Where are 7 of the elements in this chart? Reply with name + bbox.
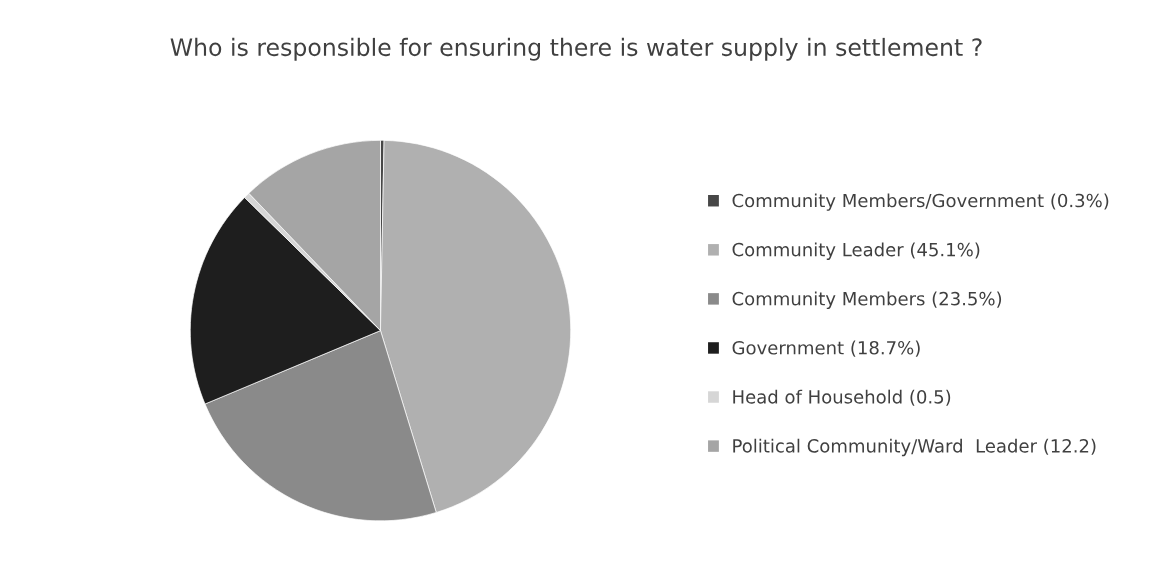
- legend-label: Community Members/Government (0.3%): [732, 193, 1109, 211]
- legend-label: Government (18.7%): [732, 340, 920, 357]
- chart-title: Who is responsible for ensuring there is water supply in settlement ?: [170, 37, 982, 61]
- legend-label: Political Community/Ward Leader (12.2): [733, 438, 1096, 457]
- legend-label: Community Members (23.5%): [732, 291, 1002, 309]
- legend-label: Community Leader (45.1%): [732, 242, 980, 260]
- legend-label: Head of Household (0.5): [733, 389, 951, 406]
